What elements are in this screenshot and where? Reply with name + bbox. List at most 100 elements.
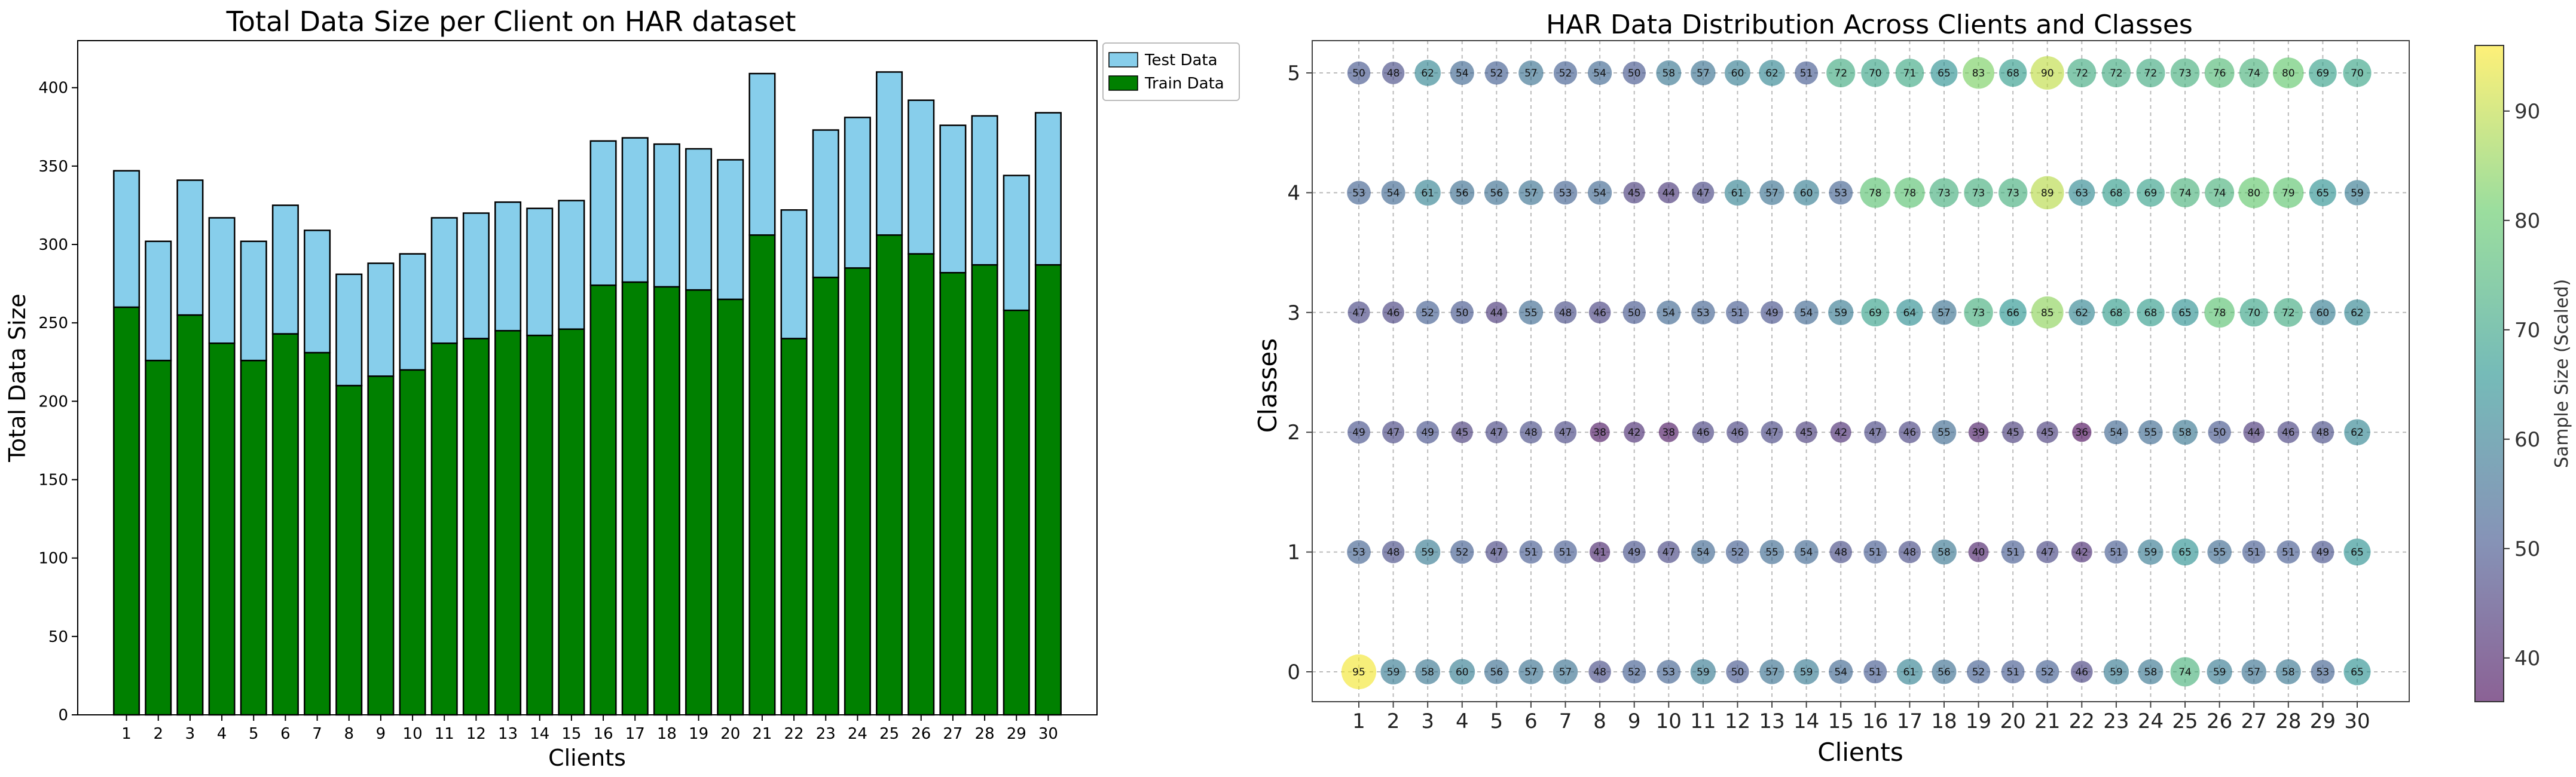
scatter-point	[1416, 301, 1440, 325]
scatter-point-label: 61	[1903, 666, 1917, 678]
scatter-grid	[1312, 41, 2409, 702]
scatter-point	[1759, 659, 1784, 684]
scatter-point	[1829, 540, 1852, 564]
scatter-point	[1658, 182, 1680, 204]
colorbar: 40 50 60 70 80 90 Sample Size (Scaled)	[2474, 45, 2572, 702]
scatter-point-label: 58	[2282, 666, 2295, 678]
scatter-point	[1414, 539, 1441, 565]
bar-train	[653, 286, 680, 716]
bar-x-tick-label: 3	[185, 725, 195, 743]
scatter-point	[2239, 298, 2268, 327]
scatter-point	[1450, 60, 1474, 85]
scatter-point-label: 52	[2041, 666, 2054, 678]
scatter-point	[1724, 179, 1751, 206]
scatter-point-label: 72	[2110, 68, 2123, 79]
scatter-point	[2137, 298, 2165, 326]
scatter-point	[2102, 298, 2131, 326]
scatter-point	[2068, 299, 2095, 326]
scatter-point	[2208, 421, 2231, 444]
scatter-point	[1759, 540, 1784, 564]
scatter-point-label: 60	[1456, 666, 1469, 678]
scatter-point-label: 47	[1490, 547, 1504, 559]
scatter-point-label: 38	[1662, 427, 1675, 439]
scatter-point-label: 42	[1834, 427, 1847, 439]
scatter-point	[1588, 660, 1611, 683]
scatter-point	[2104, 540, 2128, 564]
scatter-point-label: 59	[1800, 666, 1813, 678]
scatter-point-label: 56	[1938, 666, 1951, 678]
bar-train	[335, 384, 363, 716]
bar-x-tick-label: 11	[435, 725, 454, 743]
scatter-point-label: 51	[2282, 547, 2295, 559]
bar-train	[208, 342, 236, 716]
bar-test	[145, 240, 172, 362]
scatter-point	[2036, 421, 2058, 443]
bar-test	[1034, 112, 1062, 266]
bar-train	[526, 334, 554, 716]
scatter-point-label: 39	[1972, 427, 1985, 439]
colorbar-tick-label: 50	[2514, 537, 2540, 561]
bar-x-tick-label: 21	[752, 725, 772, 743]
bar-x-tick-label: 6	[280, 725, 291, 743]
bar-train	[812, 276, 839, 716]
bar-x-tick-label: 5	[249, 725, 259, 743]
bar-test	[399, 253, 426, 371]
scatter-point-label: 45	[1800, 427, 1813, 439]
scatter-point	[1861, 298, 1890, 327]
colorbar-tick-label: 70	[2514, 319, 2540, 342]
bar-train	[176, 314, 204, 716]
scatter-y-axis-label: Classes	[1253, 338, 1282, 433]
scatter-point-label: 74	[2178, 666, 2192, 678]
scatter-point	[1898, 540, 1921, 564]
scatter-point-label: 46	[1903, 427, 1917, 439]
scatter-point	[2276, 540, 2300, 564]
bar-x-tick-label: 14	[530, 725, 549, 743]
bar-train	[462, 338, 490, 716]
scatter-point-label: 51	[1524, 547, 1538, 559]
scatter-point-label: 47	[1662, 547, 1675, 559]
scatter-point	[1518, 180, 1544, 206]
bar-x-tick-label: 26	[911, 725, 931, 743]
scatter-point-label: 72	[2282, 307, 2295, 319]
scatter-point-label: 90	[2041, 68, 2054, 79]
scatter-point	[1896, 299, 1923, 326]
scatter-point	[1657, 300, 1681, 325]
scatter-point	[1794, 300, 1819, 325]
scatter-x-tick-label: 11	[1690, 709, 1716, 733]
scatter-point	[1414, 179, 1441, 206]
scatter-point-label: 57	[1765, 666, 1779, 678]
bar-train	[589, 284, 617, 716]
scatter-point	[2309, 179, 2336, 206]
colorbar-tick-label: 60	[2514, 428, 2540, 452]
bar-test	[621, 137, 649, 283]
scatter-point-label: 53	[1834, 187, 1847, 199]
scatter-point	[2071, 542, 2092, 563]
scatter-point-label: 54	[1593, 187, 1606, 199]
scatter-point-label: 51	[1800, 68, 1813, 79]
scatter-point-label: 57	[1559, 666, 1572, 678]
scatter-point-label: 54	[1834, 666, 1847, 678]
bar-train	[780, 338, 808, 716]
scatter-point-label: 59	[1421, 547, 1434, 559]
scatter-point	[1415, 659, 1441, 684]
scatter-point-label: 52	[1490, 68, 1504, 79]
scatter-point	[1624, 421, 1645, 443]
scatter-y-tick-label: 0	[1287, 660, 1300, 684]
scatter-point	[2171, 539, 2199, 566]
bar-x-tick-label: 23	[816, 725, 836, 743]
scatter-point-label: 48	[1559, 307, 1572, 319]
scatter-x-tick-label: 25	[2172, 709, 2198, 733]
scatter-point	[1725, 60, 1750, 86]
scatter-point-label: 50	[1628, 68, 1641, 79]
scatter-point	[1554, 540, 1577, 564]
bar-x-tick-label: 22	[784, 725, 804, 743]
bar-test	[462, 212, 490, 339]
scatter-point-label: 73	[1972, 307, 1985, 319]
scatter-point-label: 47	[1490, 427, 1504, 439]
scatter-point-label: 62	[2351, 307, 2364, 319]
scatter-point	[1930, 59, 1958, 87]
scatter-point-label: 64	[1903, 307, 1917, 319]
scatter-point-label: 52	[1421, 307, 1434, 319]
scatter-point-label: 48	[2317, 427, 2330, 439]
scatter-point	[2277, 421, 2300, 443]
